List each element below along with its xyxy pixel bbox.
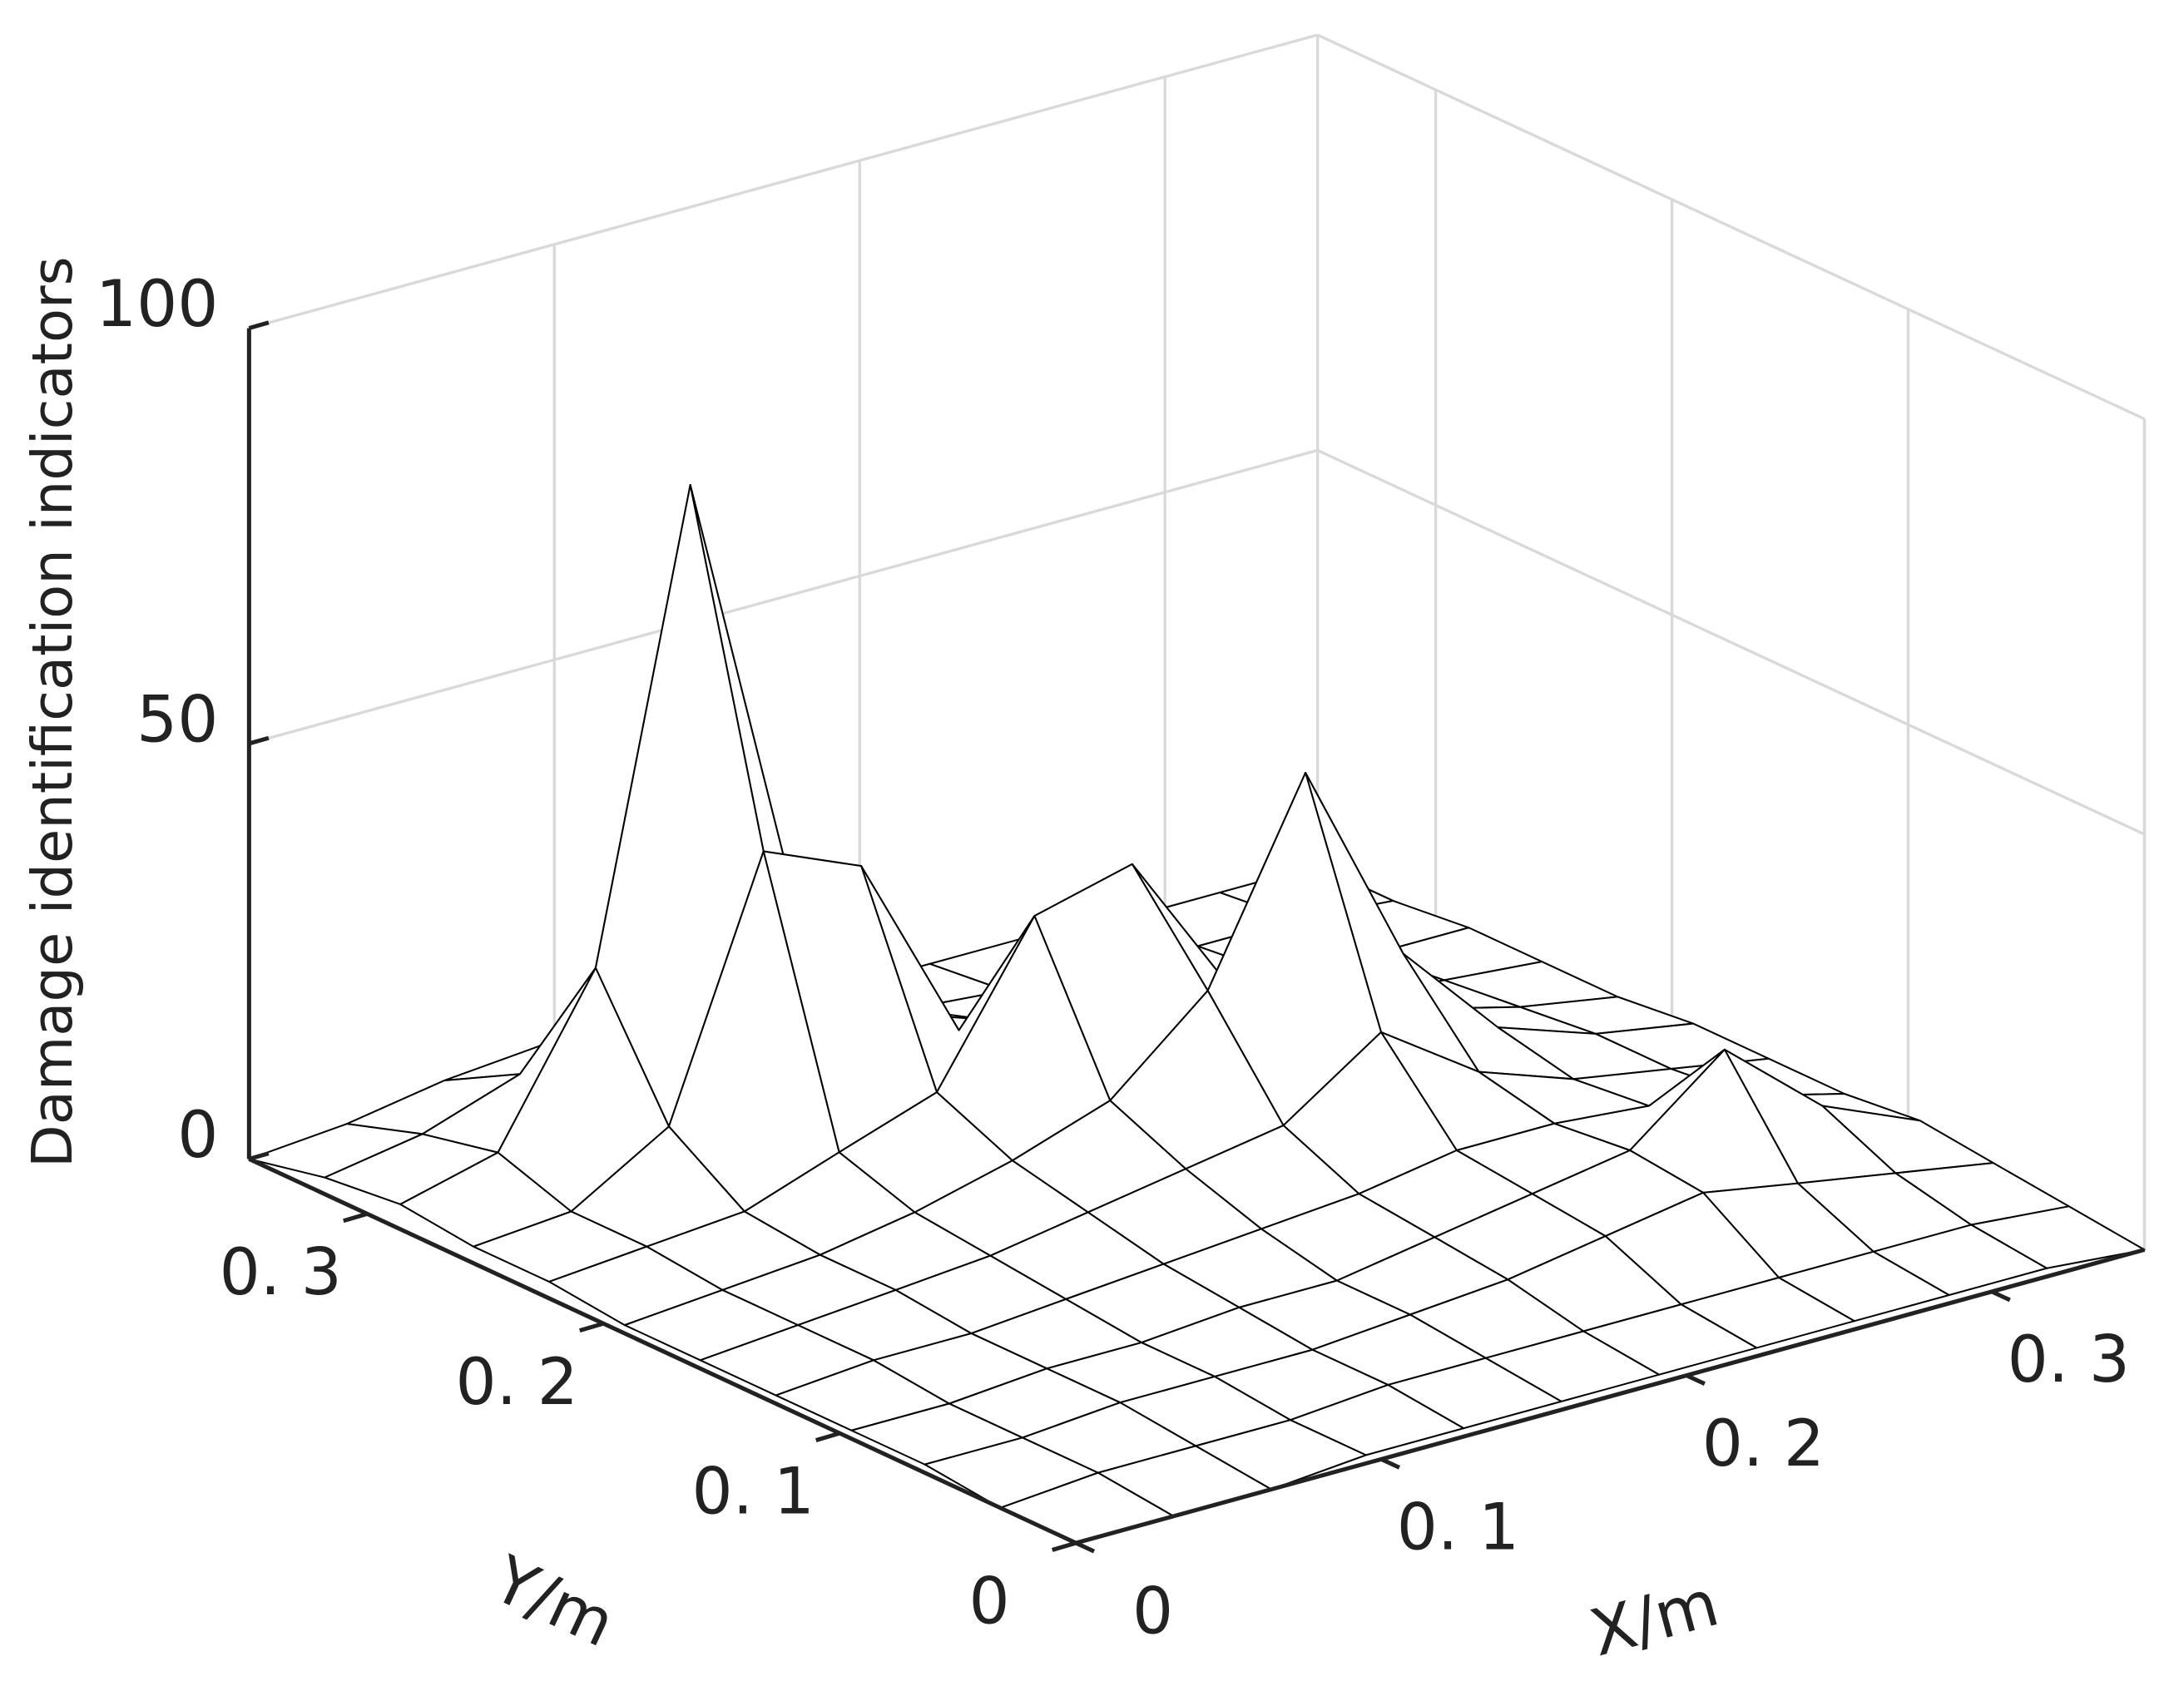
- z-tick: [248, 735, 270, 746]
- y-tick-label: 0: [969, 1565, 1010, 1639]
- y-tick: [1051, 1540, 1077, 1552]
- z-tick: [248, 320, 270, 330]
- y-tick: [579, 1321, 604, 1333]
- x-tick-label: 0. 3: [2008, 1323, 2130, 1397]
- x-tick: [1075, 1540, 1096, 1554]
- y-tick-label: 0. 3: [220, 1235, 342, 1310]
- grid-line: [248, 33, 1319, 330]
- z-tick: [248, 1151, 270, 1161]
- x-tick: [1990, 1289, 2011, 1303]
- y-tick: [815, 1431, 840, 1442]
- z-tick-label: 50: [136, 682, 218, 757]
- x-tick: [1686, 1373, 1706, 1386]
- x-tick-label: 0: [1132, 1574, 1173, 1649]
- x-axis: [1075, 1248, 2146, 1545]
- grid-line: [248, 448, 1319, 745]
- y-axis: [248, 1157, 1077, 1545]
- x-axis-label: X/m: [1582, 1565, 1726, 1671]
- y-tick-label: 0. 1: [691, 1455, 814, 1530]
- grid-line: [1316, 33, 2146, 421]
- x-tick-label: 0. 2: [1702, 1407, 1825, 1481]
- grid-line: [1316, 448, 2146, 836]
- x-tick: [1380, 1457, 1401, 1470]
- x-tick-label: 0. 1: [1397, 1491, 1519, 1565]
- y-axis-label: Y/m: [482, 1541, 626, 1662]
- y-tick: [343, 1211, 369, 1224]
- z-axis-label: Damage identification indicators: [20, 256, 85, 1168]
- y-tick-label: 0. 2: [456, 1345, 578, 1420]
- z-tick-label: 0: [177, 1098, 218, 1173]
- z-tick-label: 100: [96, 267, 218, 342]
